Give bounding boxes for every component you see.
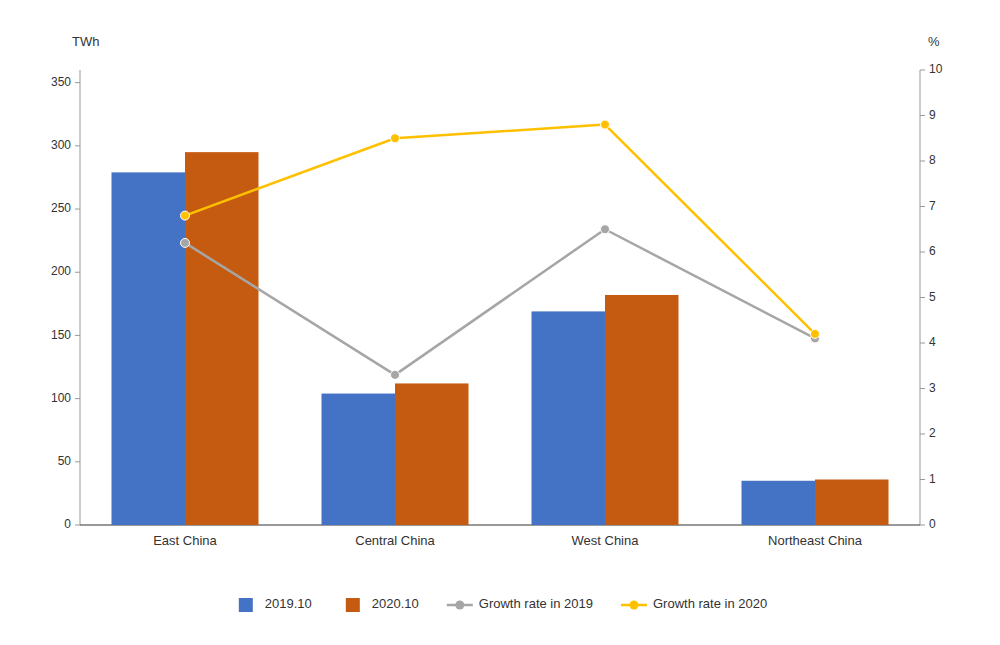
bar (815, 480, 889, 526)
legend-item: Growth rate in 2020 (621, 596, 767, 611)
y2-tick-label: 7 (929, 199, 936, 213)
legend-item: 2019.10 (239, 596, 312, 612)
y-tick (75, 335, 80, 336)
y2-tick-label: 10 (929, 62, 943, 76)
legend-label: 2020.10 (372, 596, 419, 611)
y2-tick (920, 252, 925, 253)
y-axis-label: TWh (72, 34, 99, 49)
y2-tick (920, 115, 925, 116)
y-tick-label: 200 (51, 264, 71, 278)
y2-tick (920, 479, 925, 480)
chart: 0 50 100 150 200 250 300 350 0 1 2 3 4 5 6 7 8 9 10 East Ch… (0, 0, 1000, 645)
legend-label: Growth rate in 2020 (653, 596, 767, 611)
y2-tick (920, 388, 925, 389)
y-tick-label: 100 (51, 391, 71, 405)
bar (605, 295, 679, 525)
legend-swatch-marker (630, 601, 639, 610)
page: {"chart_data": { "type": "bar", "categor… (0, 0, 1000, 645)
legend-swatch-marker (455, 601, 464, 610)
legend-swatch (346, 598, 360, 612)
line (185, 125, 815, 334)
bar (395, 383, 469, 525)
line-series (181, 225, 820, 380)
y-tick-label: 250 (51, 201, 71, 215)
line-marker (601, 120, 610, 129)
y2-tick (920, 70, 925, 71)
legend-swatch (239, 598, 253, 612)
y-tick (75, 272, 80, 273)
y2-tick-label: 5 (929, 290, 936, 304)
line-marker (601, 225, 610, 234)
legend-item: 2020.10 (346, 596, 419, 612)
y-tick-label: 300 (51, 138, 71, 152)
line-marker (391, 134, 400, 143)
y-tick (75, 82, 80, 83)
bar (112, 172, 186, 525)
y2-tick-label: 3 (929, 381, 936, 395)
y2-tick (920, 343, 925, 344)
y2-tick-label: 4 (929, 335, 936, 349)
y2-tick-label: 0 (929, 517, 936, 531)
line-series (181, 120, 820, 338)
line-marker (391, 370, 400, 379)
x-tick-label: East China (153, 533, 217, 548)
y2-tick (920, 434, 925, 435)
y2-tick-label: 1 (929, 472, 936, 486)
bar (185, 152, 259, 525)
axes: 0 50 100 150 200 250 300 350 0 1 2 3 4 5 6 7 8 9 10 East Ch… (51, 62, 943, 548)
y-tick-label: 150 (51, 328, 71, 342)
y2-tick (920, 161, 925, 162)
y2-tick (920, 525, 925, 526)
x-tick-label: West China (572, 533, 640, 548)
bar (532, 311, 606, 525)
y-axis-line (80, 70, 81, 525)
x-tick-label: Northeast China (768, 533, 863, 548)
line-marker (181, 238, 190, 247)
y-tick (75, 461, 80, 462)
y2-tick-label: 8 (929, 153, 936, 167)
bar (742, 481, 816, 525)
y2-tick-label: 9 (929, 108, 936, 122)
y-tick (75, 209, 80, 210)
line-marker (811, 329, 820, 338)
y-tick-label: 350 (51, 75, 71, 89)
legend-item: Growth rate in 2019 (447, 596, 593, 611)
y2-axis-label: % (928, 34, 940, 49)
y-tick (75, 145, 80, 146)
plot-area (112, 120, 889, 525)
y-tick-label: 0 (64, 517, 71, 531)
legend-label: Growth rate in 2019 (479, 596, 593, 611)
legend-label: 2019.10 (265, 596, 312, 611)
line-marker (181, 211, 190, 220)
bar-series (185, 152, 889, 525)
y2-tick (920, 206, 925, 207)
legend: 2019.10 2020.10 Growth rate in 2019 Growth … (239, 596, 767, 612)
y2-tick-label: 2 (929, 426, 936, 440)
x-tick-label: Central China (355, 533, 435, 548)
bar (322, 394, 396, 525)
line (185, 229, 815, 375)
y-tick (75, 525, 80, 526)
y-tick-label: 50 (58, 454, 72, 468)
y2-tick (920, 297, 925, 298)
y-tick (75, 398, 80, 399)
y2-tick-label: 6 (929, 244, 936, 258)
